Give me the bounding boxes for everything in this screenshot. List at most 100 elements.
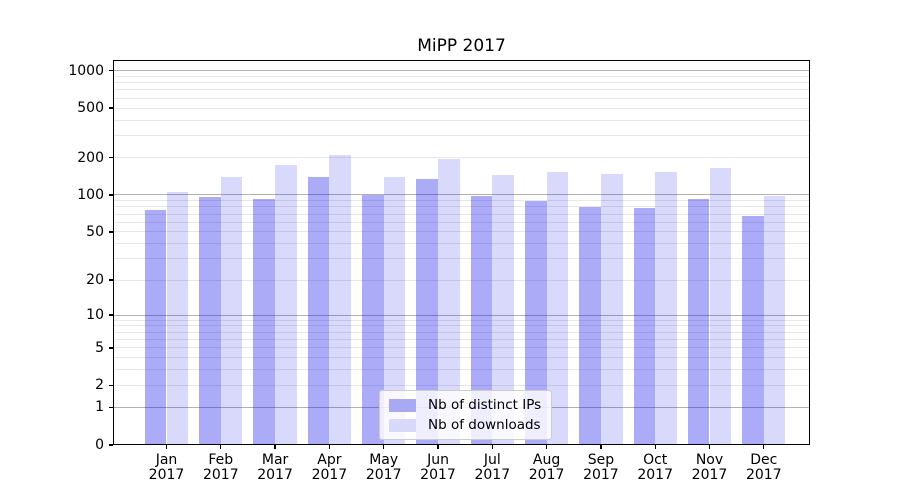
x-tick-label-year: 2017 [583, 467, 619, 483]
gridline-minor [113, 75, 810, 77]
y-tick-mark [109, 279, 113, 281]
bar-downloads-jan [166, 191, 189, 445]
y-tick-mark [109, 444, 113, 446]
gridline-minor [113, 157, 810, 159]
legend: Nb of distinct IPs Nb of downloads [379, 390, 553, 440]
x-tick-label-month: Oct [643, 452, 668, 468]
bar-distinct-ips-oct [633, 208, 656, 445]
bar-distinct-ips-jan [144, 209, 167, 445]
legend-label-downloads: Nb of downloads [428, 417, 541, 433]
gridline-minor [113, 369, 810, 371]
y-tick-mark [109, 347, 113, 349]
legend-entry-distinct-ips: Nb of distinct IPs [389, 397, 541, 413]
bar-distinct-ips-dec [742, 216, 764, 445]
gridline-minor [113, 231, 810, 233]
bar-distinct-ips-jul [470, 195, 493, 445]
x-tick-mark [220, 445, 222, 449]
x-tick-mark [328, 445, 331, 449]
x-tick-mark [437, 445, 439, 449]
bar-downloads-jun [438, 158, 460, 445]
bar-downloads-mar [275, 164, 297, 445]
x-tick-label-month: Jun [427, 452, 449, 468]
bar-downloads-aug [546, 171, 569, 445]
gridline-minor [113, 135, 810, 137]
x-tick-label-month: Aug [532, 452, 561, 468]
y-tick-mark [109, 156, 113, 159]
bar-distinct-ips-feb [199, 196, 221, 445]
x-tick-label-year: 2017 [365, 467, 402, 483]
gridline-minor [113, 325, 810, 327]
y-tick-label: 2 [95, 377, 104, 394]
x-tick-mark [763, 445, 765, 449]
y-tick-mark [109, 194, 113, 196]
x-tick-label-year: 2017 [257, 467, 293, 483]
y-tick-label: 100 [77, 186, 104, 203]
x-tick-label-month: Feb [208, 452, 234, 468]
y-tick-label: 50 [86, 223, 104, 240]
x-tick-label-year: 2017 [637, 467, 673, 483]
x-tick-mark [545, 445, 548, 449]
y-tick-label: 20 [86, 272, 104, 289]
bar-downloads-feb [220, 176, 243, 445]
bar-downloads-apr [329, 155, 352, 445]
gridline-minor [113, 384, 810, 386]
plot-area: Nb of distinct IPs Nb of downloads [113, 60, 810, 445]
bar-distinct-ips-jun [416, 179, 438, 445]
x-tick-mark [165, 445, 168, 449]
y-tick-label: 10 [86, 307, 104, 324]
gridline-minor [113, 243, 810, 245]
bar-distinct-ips-nov [687, 198, 710, 445]
gridline-minor [113, 221, 810, 223]
gridline-minor [113, 339, 810, 341]
y-tick-label: 500 [77, 100, 104, 117]
x-tick-label-year: 2017 [202, 467, 239, 483]
gridline-minor [113, 279, 810, 281]
gridline-minor [113, 347, 810, 349]
bar-distinct-ips-sep [579, 206, 601, 445]
y-tick-mark [109, 384, 113, 387]
y-tick-label: 200 [77, 149, 104, 166]
gridline-minor [113, 107, 810, 109]
x-tick-label-year: 2017 [745, 467, 782, 483]
bar-distinct-ips-may [362, 194, 384, 445]
y-tick-mark [109, 107, 113, 109]
x-tick-label-year: 2017 [148, 467, 185, 483]
gridline-minor [113, 82, 810, 84]
gridline-minor [113, 331, 810, 333]
x-tick-label-month: Dec [750, 452, 778, 468]
gridline-minor [113, 200, 810, 202]
y-tick-mark [109, 69, 113, 72]
bar-distinct-ips-mar [253, 198, 276, 445]
x-tick-mark [654, 445, 656, 449]
x-tick-mark [383, 445, 385, 449]
legend-label-distinct-ips: Nb of distinct IPs [428, 397, 542, 413]
bar-downloads-sep [600, 173, 623, 445]
legend-entry-downloads: Nb of downloads [389, 417, 541, 433]
gridline-minor [113, 97, 810, 99]
y-tick-label: 1000 [68, 62, 104, 79]
gridline-minor [113, 258, 810, 260]
x-tick-label-month: Jan [155, 452, 178, 468]
gridline-minor [113, 89, 810, 91]
x-tick-label-year: 2017 [474, 467, 511, 483]
y-tick-mark [109, 406, 113, 409]
x-tick-mark [600, 445, 602, 449]
x-tick-mark [708, 445, 711, 449]
gridline-minor [113, 357, 810, 359]
x-tick-label-year: 2017 [420, 467, 456, 483]
y-tick-mark [109, 314, 113, 316]
x-tick-label-month: Mar [261, 452, 289, 468]
legend-swatch-distinct-ips [389, 398, 416, 412]
x-tick-label-month: Nov [695, 452, 724, 468]
gridline-major [113, 70, 810, 72]
gridline-major [113, 314, 810, 316]
bar-distinct-ips-aug [524, 200, 547, 445]
bar-downloads-nov [709, 168, 732, 445]
x-tick-label-month: May [369, 452, 399, 468]
y-tick-label: 5 [95, 339, 104, 356]
legend-swatch-downloads [389, 418, 416, 432]
x-tick-label-month: Apr [317, 452, 342, 468]
x-tick-label-year: 2017 [311, 467, 348, 483]
bar-downloads-dec [763, 195, 786, 445]
